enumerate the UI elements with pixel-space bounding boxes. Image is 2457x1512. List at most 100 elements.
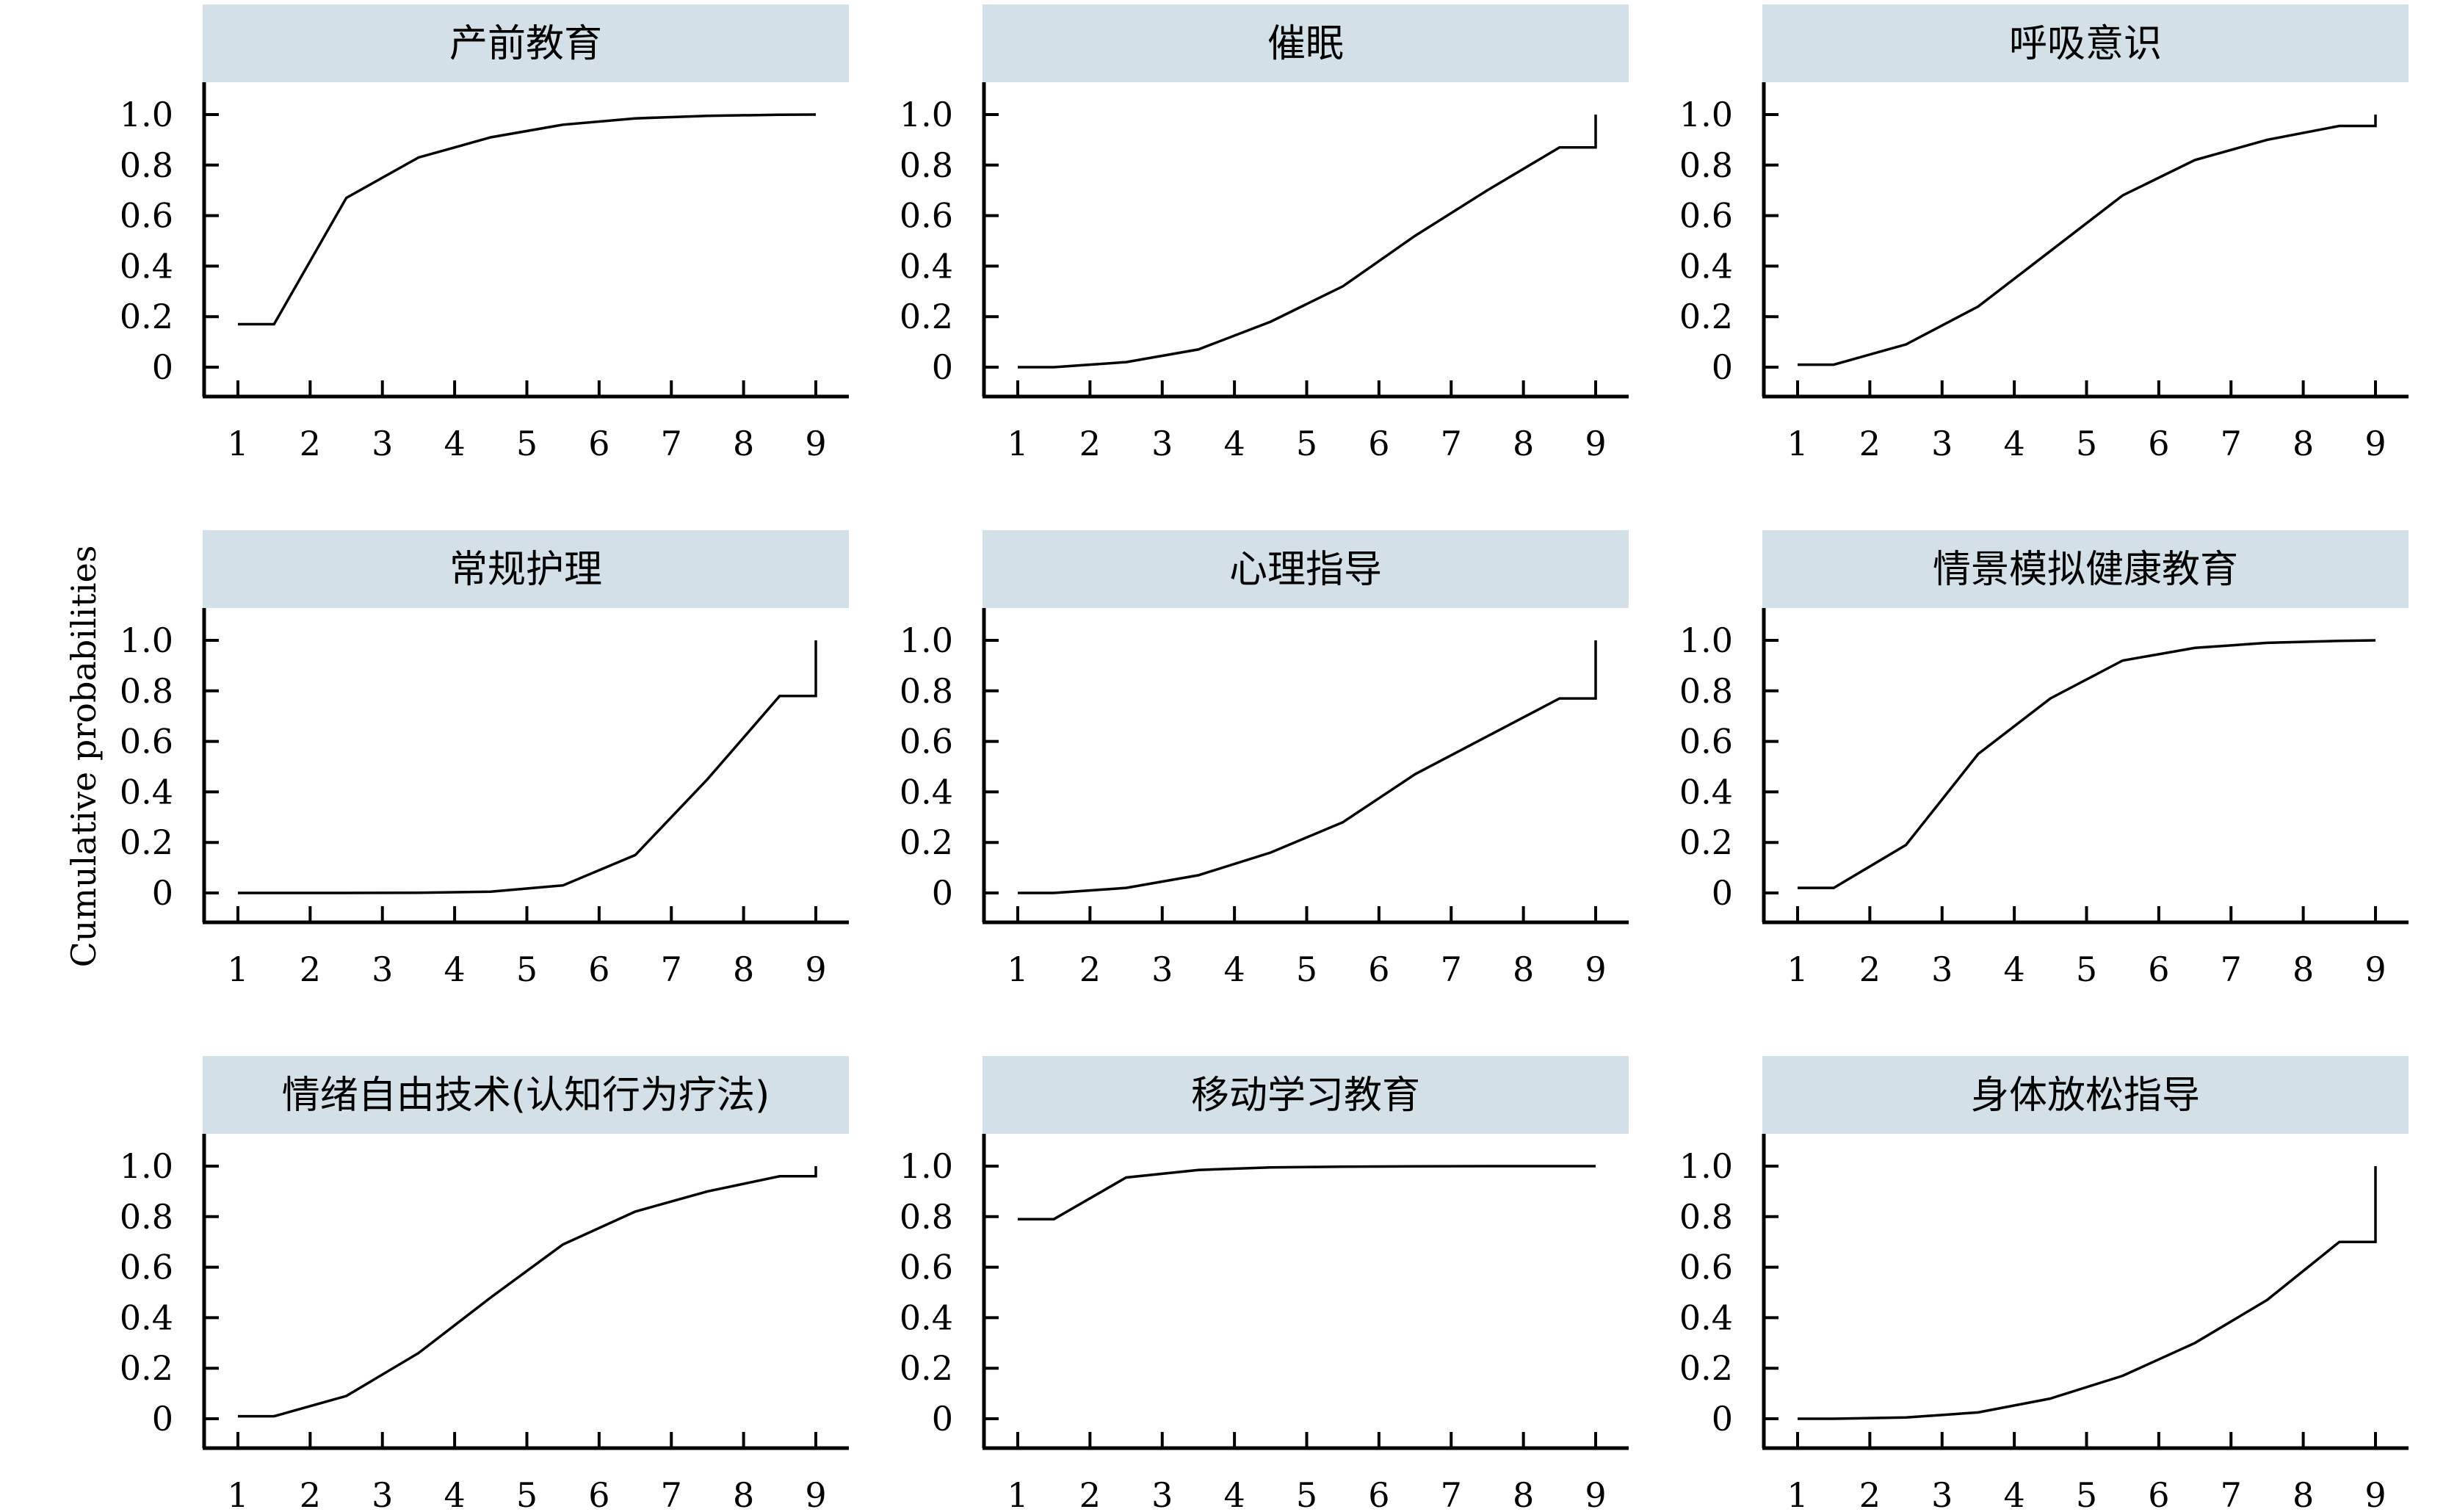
x-tick-label: 3 [1151, 424, 1173, 463]
panel-title: 产前教育 [449, 22, 602, 66]
y-tick-label: 0 [932, 347, 953, 387]
y-tick-label: 0.4 [1679, 1298, 1733, 1337]
chart-panel: 移动学习教育 0 0.2 0.4 0.6 0.8 1.0 1 2 3 4 5 6 7 8 9 [900, 1056, 1629, 1512]
cumulative-probability-line [1018, 1165, 1596, 1220]
x-tick-label: 8 [2293, 949, 2314, 989]
y-tick-label: 0.6 [120, 722, 173, 762]
x-tick-label: 2 [300, 1475, 321, 1512]
y-tick-label: 0.6 [120, 196, 173, 236]
y-tick-label: 0 [152, 1399, 173, 1439]
x-tick-label: 5 [516, 949, 538, 989]
x-tick-label: 8 [1513, 1475, 1534, 1512]
x-tick-label: 1 [1787, 1475, 1808, 1512]
y-tick-label: 0.6 [120, 1248, 173, 1287]
x-tick-label: 3 [372, 949, 393, 989]
x-tick-label: 9 [2364, 1475, 2386, 1512]
panel-title: 情景模拟健康教育 [1933, 548, 2238, 592]
chart-panel: 呼吸意识 0 0.2 0.4 0.6 0.8 1.0 1 2 3 4 5 6 7 8 9 [1679, 4, 2409, 463]
y-tick-label: 0 [1712, 873, 1733, 913]
x-tick-label: 4 [444, 949, 465, 989]
x-tick-label: 7 [1441, 949, 1462, 989]
y-tick-label: 1.0 [900, 95, 953, 134]
x-tick-label: 3 [372, 1475, 393, 1512]
y-tick-label: 0 [1712, 1399, 1733, 1439]
x-tick-label: 5 [2076, 949, 2097, 989]
panel-header [1762, 1056, 2409, 1134]
x-tick-label: 6 [1368, 424, 1389, 463]
chart-panel: 催眠 0 0.2 0.4 0.6 0.8 1.0 1 2 3 4 5 6 7 8 9 [900, 4, 1629, 463]
x-tick-label: 9 [1585, 1475, 1606, 1512]
x-tick-label: 1 [1787, 949, 1808, 989]
x-tick-label: 1 [1787, 424, 1808, 463]
x-tick-label: 1 [227, 1475, 248, 1512]
x-tick-label: 6 [2148, 949, 2169, 989]
y-tick-label: 0.4 [120, 246, 173, 286]
panel-grid: 产前教育 0 0.2 0.4 0.6 0.8 1.0 1 2 3 4 5 6 7 8 9 催眠 0 0.2 0.4 0.… [120, 4, 2409, 1512]
panel-header [203, 1056, 849, 1134]
x-tick-label: 2 [1859, 949, 1881, 989]
x-tick-label: 7 [661, 949, 682, 989]
panel-title: 心理指导 [1229, 548, 1382, 592]
x-tick-label: 8 [1513, 424, 1534, 463]
chart-panel: 常规护理 0 0.2 0.4 0.6 0.8 1.0 1 2 3 4 5 6 7 8 9 [120, 530, 849, 989]
x-tick-label: 2 [1079, 1475, 1101, 1512]
x-tick-label: 7 [2221, 424, 2242, 463]
x-tick-label: 7 [1441, 1475, 1462, 1512]
y-tick-label: 1.0 [900, 1146, 953, 1186]
y-tick-label: 0 [932, 873, 953, 913]
panel-title: 常规护理 [449, 548, 602, 592]
panel-title: 移动学习教育 [1191, 1074, 1420, 1118]
x-tick-label: 3 [1151, 1475, 1173, 1512]
y-tick-label: 1.0 [1679, 95, 1733, 134]
x-tick-label: 3 [372, 424, 393, 463]
x-tick-label: 5 [2076, 424, 2097, 463]
y-tick-label: 0.4 [900, 772, 953, 811]
cumulative-probability-line [1018, 640, 1597, 894]
x-tick-label: 7 [661, 1475, 682, 1512]
x-tick-label: 2 [1859, 424, 1881, 463]
x-tick-label: 5 [2076, 1475, 2097, 1512]
x-tick-label: 2 [300, 949, 321, 989]
x-tick-label: 3 [1931, 949, 1953, 989]
y-tick-label: 0.8 [120, 671, 173, 711]
x-tick-label: 9 [1585, 949, 1606, 989]
y-tick-label: 0.2 [900, 1348, 953, 1388]
x-tick-label: 3 [1151, 949, 1173, 989]
x-tick-label: 6 [588, 1475, 609, 1512]
y-tick-label: 0.8 [900, 145, 953, 185]
y-tick-label: 0.8 [900, 1197, 953, 1237]
x-tick-label: 5 [1296, 949, 1317, 989]
x-tick-label: 5 [1296, 1475, 1317, 1512]
y-tick-label: 0.4 [1679, 772, 1733, 811]
y-tick-label: 1.0 [1679, 621, 1733, 660]
x-tick-label: 4 [2003, 949, 2024, 989]
y-tick-label: 0.4 [900, 246, 953, 286]
x-tick-label: 1 [1007, 1475, 1028, 1512]
cumulative-probability-line [238, 640, 817, 894]
y-tick-label: 0.8 [120, 1197, 173, 1237]
x-tick-label: 8 [1513, 949, 1534, 989]
y-tick-label: 0.2 [900, 297, 953, 336]
y-tick-label: 0 [932, 1399, 953, 1439]
y-tick-label: 0 [152, 347, 173, 387]
panel-header [203, 530, 849, 608]
y-tick-label: 0.2 [1679, 822, 1733, 862]
panel-header [983, 4, 1629, 82]
x-tick-label: 9 [805, 424, 826, 463]
x-tick-label: 6 [2148, 424, 2169, 463]
chart-panel: 情绪自由技术(认知行为疗法) 0 0.2 0.4 0.6 0.8 1.0 1 2 3 4 5 6 7 8 9 [120, 1056, 849, 1512]
panel-header [1762, 530, 2409, 608]
x-tick-label: 7 [2221, 1475, 2242, 1512]
y-tick-label: 0.2 [1679, 297, 1733, 336]
chart-panel: 产前教育 0 0.2 0.4 0.6 0.8 1.0 1 2 3 4 5 6 7 8 9 [120, 4, 849, 463]
panel-title: 身体放松指导 [1971, 1074, 2200, 1118]
cumulative-probability-line [238, 1166, 817, 1418]
x-tick-label: 5 [516, 424, 538, 463]
x-tick-label: 9 [1585, 424, 1606, 463]
x-tick-label: 4 [444, 1475, 465, 1512]
panel-title: 催眠 [1267, 22, 1344, 66]
y-tick-label: 0.4 [120, 1298, 173, 1337]
cumulative-probability-line [1798, 1166, 2377, 1420]
panel-header [983, 1056, 1629, 1134]
